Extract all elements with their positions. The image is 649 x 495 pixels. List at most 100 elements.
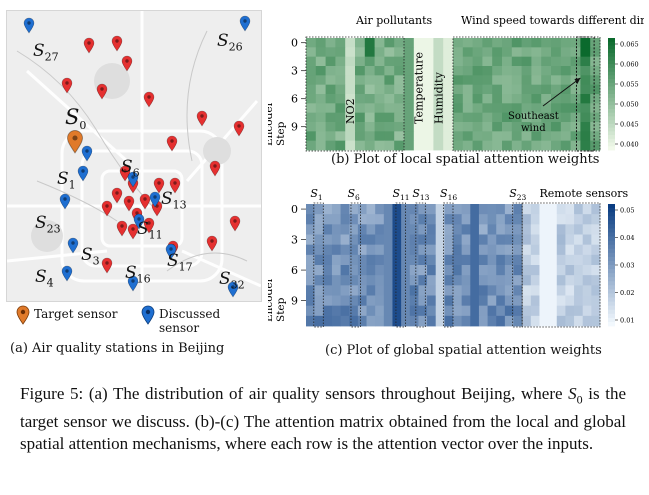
heatmap-cell xyxy=(478,214,488,225)
heatmap-cell xyxy=(306,38,317,48)
heatmap-cell xyxy=(511,56,522,67)
heatmap-cell xyxy=(444,285,454,296)
heatmap-cell xyxy=(453,234,463,246)
heatmap-cell xyxy=(470,275,480,286)
heatmap-cell xyxy=(418,254,428,266)
heatmap-cell xyxy=(470,214,480,225)
heatmap-cell xyxy=(366,254,376,266)
station-pin-icon xyxy=(233,120,245,137)
heatmap-cell xyxy=(541,131,552,142)
heatmap-cell xyxy=(443,75,454,86)
heatmap-cell xyxy=(496,305,506,317)
heatmap-cell xyxy=(511,66,522,76)
heatmap-cell xyxy=(548,224,558,235)
station-pin-icon xyxy=(101,200,113,217)
heatmap-cell xyxy=(574,244,584,256)
heatmap-cell xyxy=(375,224,385,235)
heatmap-cell xyxy=(453,214,463,225)
beijing-map: S27 S26 S0 S1 S6 S13 S23 S11 S3 S17 S4 S16 S32 xyxy=(6,10,262,302)
heatmap-cell xyxy=(582,275,592,286)
heatmap-cell xyxy=(478,224,488,235)
discussed-pin-icon xyxy=(127,275,139,292)
heatmap-cell xyxy=(487,224,497,235)
heatmap-cell xyxy=(331,265,341,276)
heatmap-cell xyxy=(423,84,434,95)
heatmap-cell xyxy=(582,214,592,225)
heatmap-cell xyxy=(335,94,346,104)
heatmap-cell xyxy=(435,295,445,307)
heatmap-cell xyxy=(453,56,464,67)
heatmap-cell xyxy=(492,38,503,48)
heatmap-cell xyxy=(492,56,503,67)
heatmap-cell xyxy=(306,244,316,256)
heatmap-cell xyxy=(413,75,424,86)
heatmap-cell xyxy=(541,56,552,67)
heatmap-cell xyxy=(513,244,523,256)
heatmap-cell xyxy=(315,47,326,58)
sensor-label: S27 xyxy=(33,41,59,64)
local-attention-heatmap: 0 3 6 9 Encoder Step 0.065 0.060 0.055 0.050 0.045… xyxy=(268,14,644,152)
heatmap-cell xyxy=(492,66,503,76)
heatmap-cell xyxy=(548,244,558,256)
heatmap-cell xyxy=(461,204,471,215)
heatmap-cell xyxy=(574,295,584,307)
discussed-pin-icon xyxy=(239,15,251,32)
heatmap-cell xyxy=(374,103,385,114)
heatmap-cell xyxy=(392,285,402,296)
heatmap-cell xyxy=(306,94,317,104)
heatmap-cell xyxy=(541,112,552,123)
heatmap-cell xyxy=(383,285,393,296)
heatmap-cell xyxy=(574,275,584,286)
heatmap-cell xyxy=(409,295,419,307)
sensor-label: S16 xyxy=(125,263,151,286)
y-tick-label: 6 xyxy=(291,93,298,106)
heatmap-cell xyxy=(504,224,514,235)
heatmap-cell xyxy=(418,285,428,296)
heatmap-cell xyxy=(375,305,385,317)
heatmap-cell xyxy=(314,315,324,327)
heatmap-cell xyxy=(325,66,336,76)
heatmap-cell xyxy=(315,56,326,67)
heatmap-cell xyxy=(570,56,581,67)
heatmap-cell xyxy=(325,112,336,123)
heatmap-cell xyxy=(409,214,419,225)
heatmap-cell xyxy=(461,285,471,296)
heatmap-cell xyxy=(482,47,493,58)
y-tick-label: 3 xyxy=(291,65,298,78)
heatmap-cell xyxy=(435,204,445,215)
heatmap-cell xyxy=(580,112,591,123)
heatmap-cell xyxy=(325,94,336,104)
heatmap-cell xyxy=(444,204,454,215)
heatmap-cell xyxy=(383,254,393,266)
heatmap-cell xyxy=(335,75,346,86)
heatmap-cell xyxy=(502,122,513,132)
heatmap-cell xyxy=(522,285,532,296)
heatmap-cell xyxy=(404,56,415,67)
heatmap-cell xyxy=(433,56,444,67)
colorbar-tick-label: 0.040 xyxy=(620,141,639,149)
heatmap-cell xyxy=(492,131,503,142)
heatmap-cell xyxy=(461,315,471,327)
heatmap-cell xyxy=(384,94,395,104)
heatmap-cell xyxy=(565,315,575,327)
heatmap-cell xyxy=(404,103,415,114)
heatmap-cell xyxy=(504,275,514,286)
heatmap-cell xyxy=(323,204,333,215)
heatmap-cell xyxy=(315,112,326,123)
heatmap-cell xyxy=(556,254,566,266)
heatmap-cell xyxy=(394,131,405,142)
heatmap-cell xyxy=(409,204,419,215)
heatmap-cell xyxy=(539,285,549,296)
station-pin-icon xyxy=(123,195,135,212)
heatmap-cell xyxy=(582,285,592,296)
heatmap-cell xyxy=(392,254,402,266)
heatmap-cell xyxy=(522,204,532,215)
heatmap-cell xyxy=(340,204,350,215)
heatmap-cell xyxy=(366,285,376,296)
heatmap-cell xyxy=(582,305,592,317)
heatmap-cell xyxy=(580,47,591,58)
heatmap-cell xyxy=(306,66,317,76)
heatmap-cell xyxy=(314,244,324,256)
heatmap-cell xyxy=(413,103,424,114)
heatmap-cell xyxy=(556,295,566,307)
